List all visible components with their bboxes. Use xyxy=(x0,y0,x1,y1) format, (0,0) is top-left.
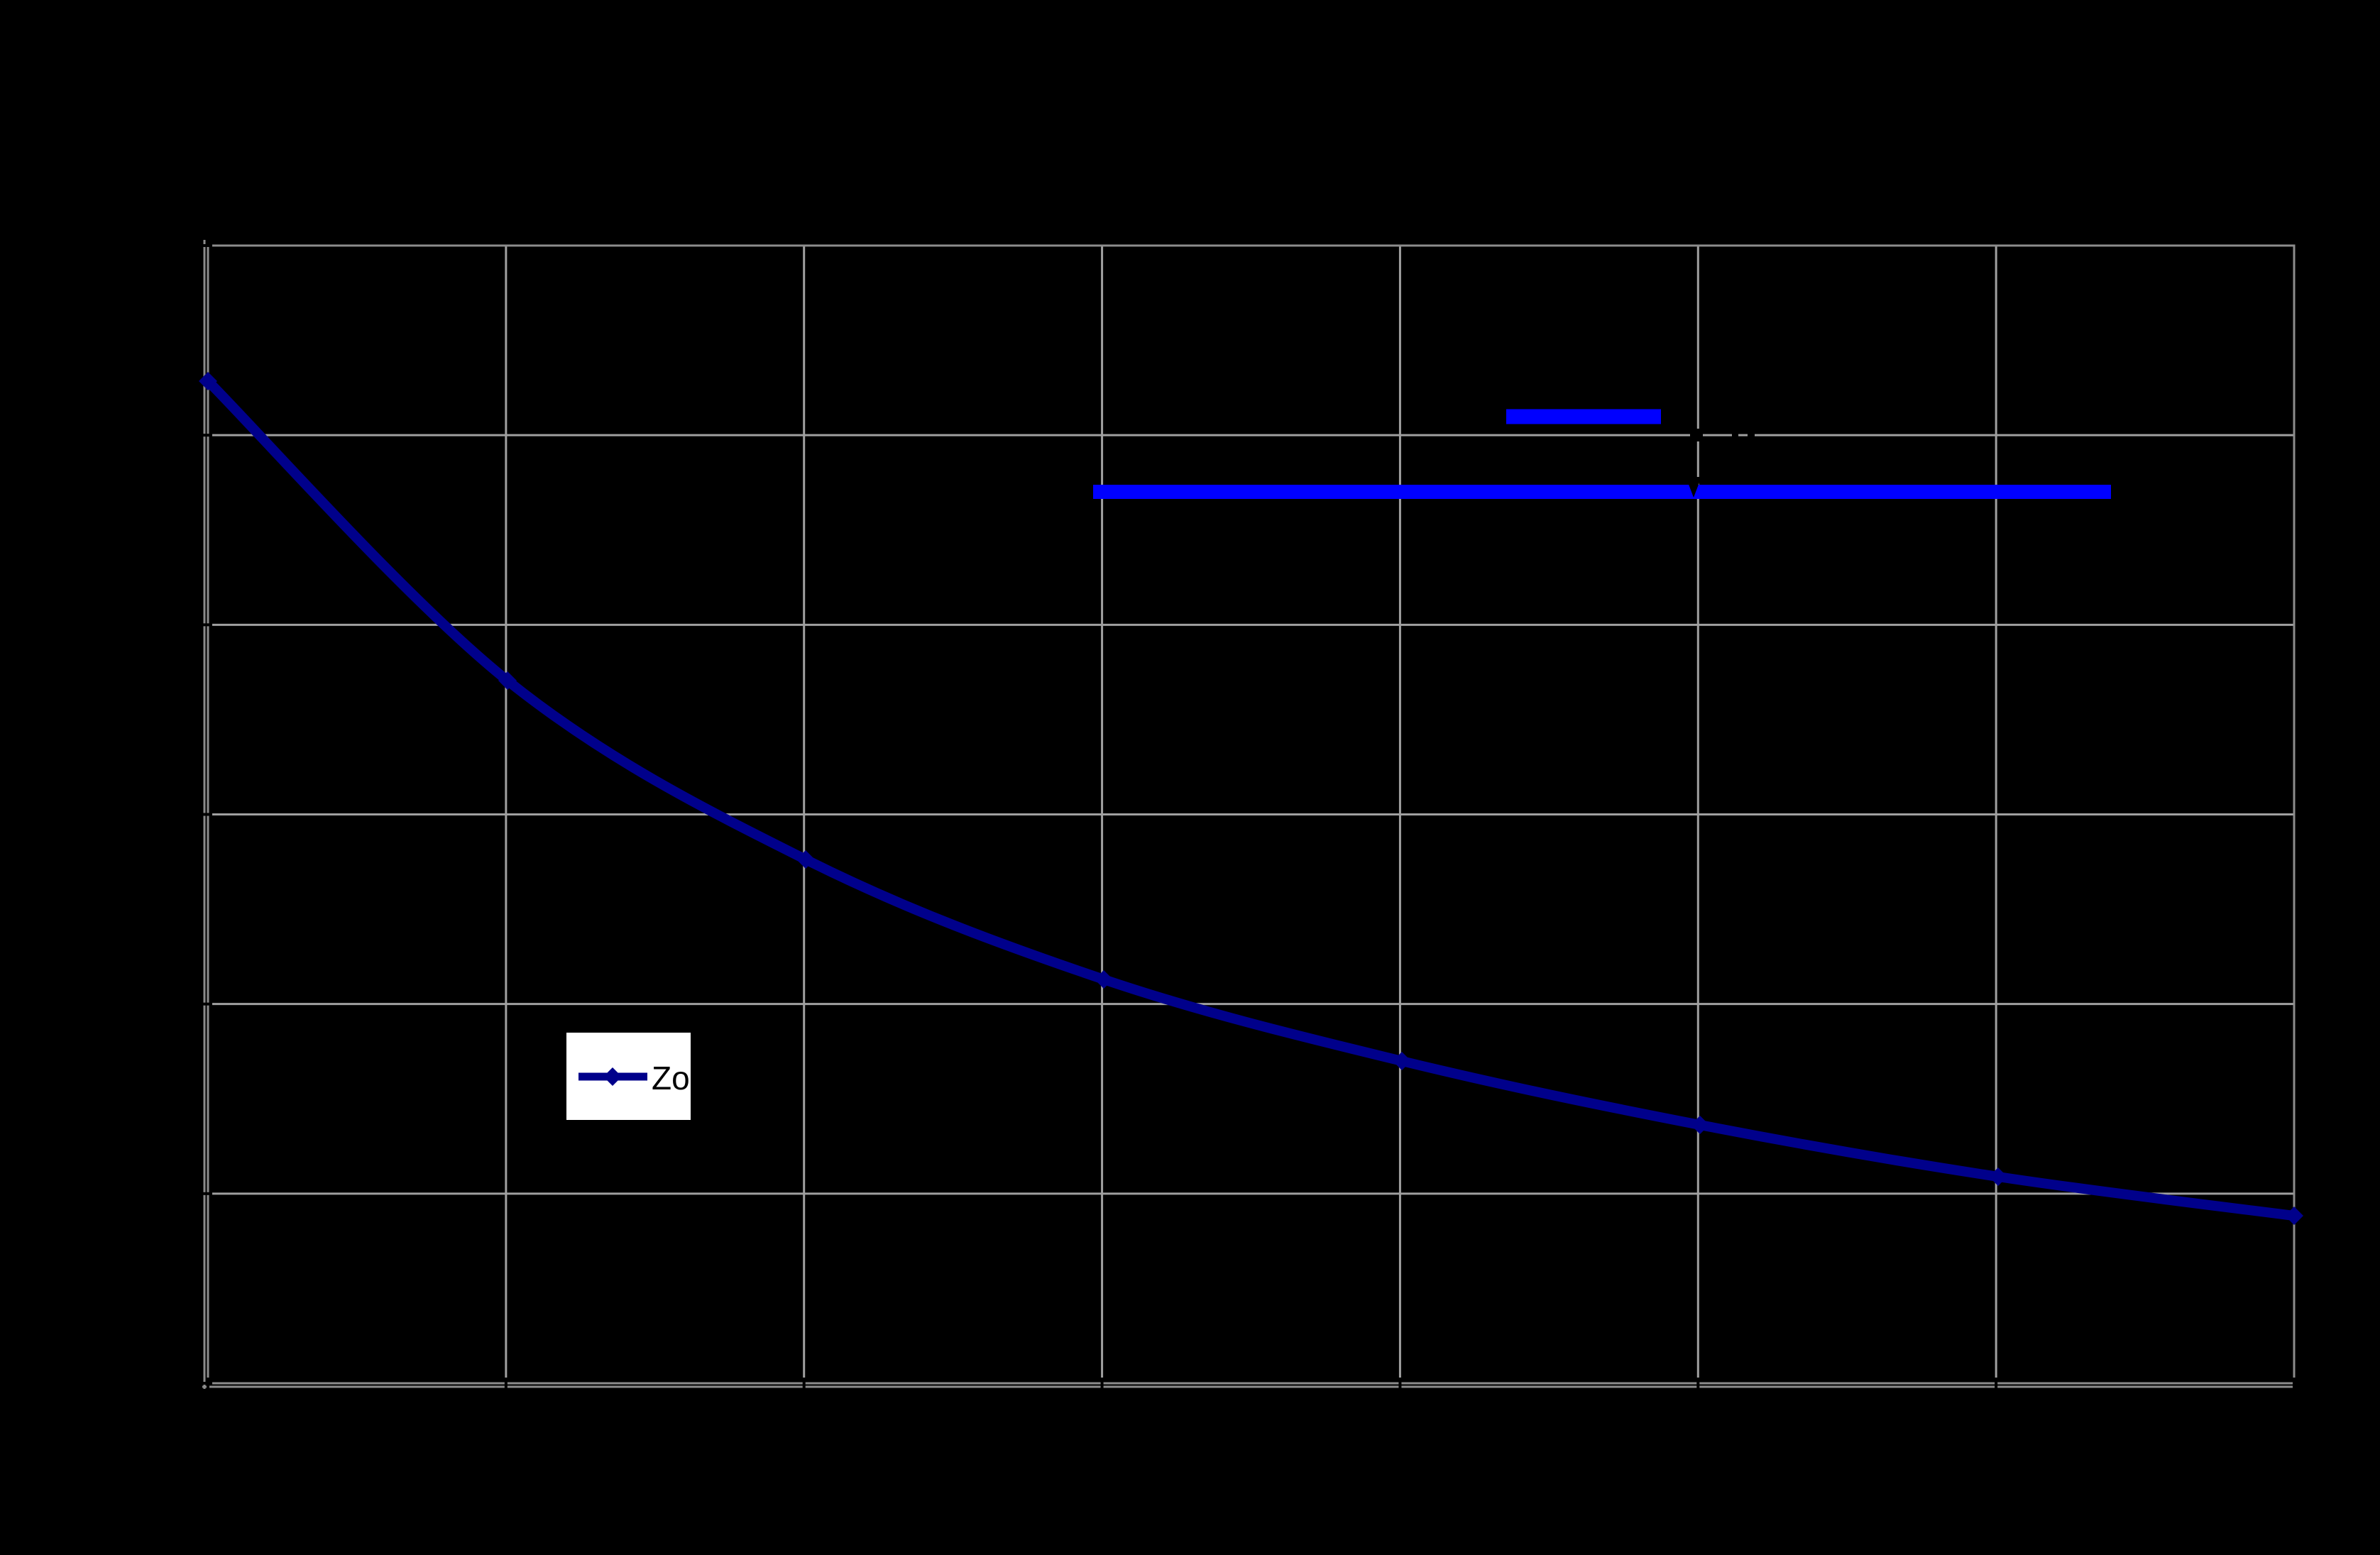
x-axis-tick xyxy=(1995,1378,1998,1395)
legend: Zo xyxy=(566,1033,691,1120)
x-axis-tick xyxy=(1100,1378,1104,1395)
y-axis-tick xyxy=(197,1192,212,1195)
gridline-dash-mark xyxy=(1732,432,1738,439)
y-axis-tick xyxy=(197,244,212,247)
zo-data-point-marker xyxy=(1989,1167,2007,1186)
y-axis-tick xyxy=(197,434,212,437)
zo-data-point-marker xyxy=(1393,1052,1411,1070)
zo-curve xyxy=(203,376,2299,1221)
x-axis-tick xyxy=(802,1378,806,1395)
gridlines xyxy=(207,244,2296,1385)
legend-marker-diamond xyxy=(603,1067,622,1086)
y-axis-tick xyxy=(197,1382,212,1385)
y-axis-tick xyxy=(197,1002,212,1006)
zo-data-point-marker xyxy=(1095,970,1113,989)
y-axis-tick xyxy=(197,813,212,816)
zo-data-point-marker xyxy=(498,671,517,690)
arrow-tail-blob xyxy=(1690,429,1703,441)
down-arrow-head xyxy=(1686,477,1701,498)
annotations xyxy=(1093,409,2111,499)
zo-data-point-marker xyxy=(796,850,815,869)
zo-data-point-marker xyxy=(2285,1207,2303,1225)
x-axis-tick xyxy=(504,1378,508,1395)
x-axis-tick xyxy=(2293,1378,2296,1395)
zo-data-point-marker xyxy=(199,372,217,390)
gridline-dash-mark xyxy=(1748,432,1755,439)
axes xyxy=(197,240,2296,1395)
legend-label: Zo xyxy=(652,1060,690,1097)
x-axis-tick xyxy=(1398,1378,1402,1395)
y-axis-tick xyxy=(197,623,212,627)
zo-data-point-marker xyxy=(1691,1116,1709,1134)
long-blue-bar xyxy=(1093,485,2111,499)
series-zo xyxy=(199,372,2303,1225)
short-blue-bar xyxy=(1506,409,1661,424)
x-axis-tick xyxy=(1696,1378,1700,1395)
x-axis-tick xyxy=(207,1378,209,1395)
